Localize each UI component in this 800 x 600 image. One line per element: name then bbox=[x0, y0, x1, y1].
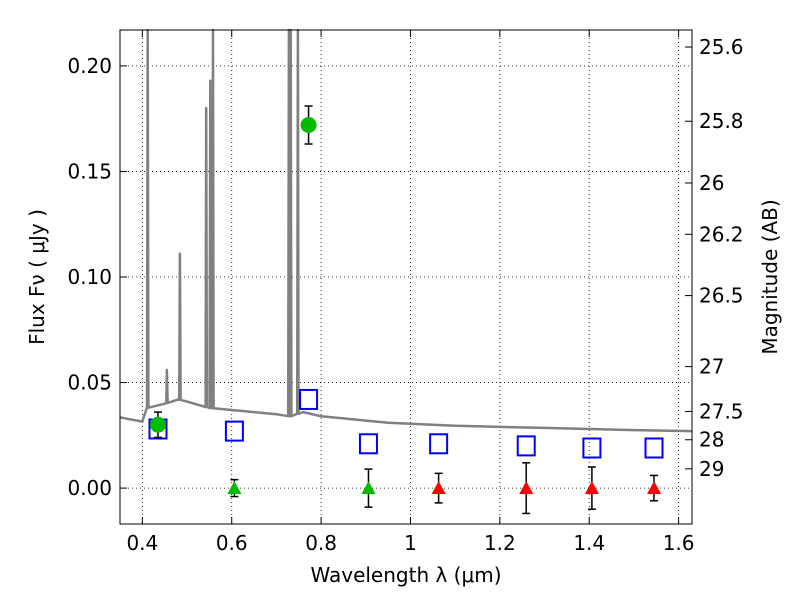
x-axis-label: Wavelength λ (μm) bbox=[310, 563, 501, 587]
grid-lines bbox=[120, 30, 692, 524]
y-tick-label: 0.20 bbox=[67, 54, 112, 78]
axis-ticks bbox=[120, 30, 692, 524]
x-tick-label: 1.2 bbox=[484, 531, 516, 555]
y-tick-label: 0.15 bbox=[67, 159, 112, 183]
magnitude-tick-label: 27 bbox=[699, 355, 724, 379]
right-y-axis-label: Magnitude (AB) bbox=[758, 199, 782, 354]
detection-layer bbox=[149, 105, 317, 439]
upper-limit-triangle bbox=[584, 481, 599, 495]
x-tick-label: 0.8 bbox=[305, 531, 337, 555]
model-photometry-square bbox=[644, 437, 664, 459]
upper-limit-layer bbox=[227, 462, 662, 515]
detection-point bbox=[300, 117, 317, 133]
y-tick-label: 0.05 bbox=[67, 371, 112, 395]
magnitude-tick-labels: 25.6 25.8 26 26.2 26.5 27 27.5 28 29 bbox=[699, 35, 744, 481]
magnitude-tick-label: 26.5 bbox=[699, 284, 744, 308]
model-photometry-square bbox=[299, 388, 319, 410]
upper-limit-triangle bbox=[361, 481, 376, 495]
detection-point bbox=[149, 416, 166, 433]
upper-limit-triangle bbox=[519, 481, 534, 495]
x-tick-label: 1.6 bbox=[663, 531, 695, 555]
upper-limit-triangle bbox=[647, 481, 662, 495]
magnitude-tick-label: 26.2 bbox=[699, 222, 744, 246]
magnitude-tick-label: 29 bbox=[699, 457, 724, 481]
model-photometry-square bbox=[358, 433, 378, 455]
model-photometry-layer bbox=[148, 388, 664, 459]
x-tick-labels: 0.4 0.6 0.8 1 1.2 1.4 1.6 bbox=[126, 531, 694, 555]
y-tick-labels: 0.00 0.05 0.10 0.15 0.20 bbox=[67, 54, 112, 500]
model-photometry-square bbox=[582, 437, 602, 459]
x-tick-label: 0.6 bbox=[216, 531, 248, 555]
magnitude-tick-label: 25.6 bbox=[699, 35, 744, 59]
upper-limit-triangle bbox=[431, 481, 446, 495]
model-spectrum-layer bbox=[119, 28, 693, 433]
x-tick-label: 0.4 bbox=[126, 531, 158, 555]
magnitude-tick-label: 28 bbox=[699, 428, 724, 452]
magnitude-tick-label: 27.5 bbox=[699, 399, 744, 423]
upper-limit-triangle bbox=[227, 481, 242, 495]
magnitude-tick-label: 25.8 bbox=[699, 109, 744, 133]
y-tick-label: 0.00 bbox=[67, 476, 112, 500]
x-tick-label: 1.4 bbox=[573, 531, 605, 555]
y-tick-label: 0.10 bbox=[67, 265, 112, 289]
model-photometry-square bbox=[224, 420, 244, 442]
model-spectrum-line bbox=[119, 28, 693, 433]
magnitude-tick-label: 26 bbox=[699, 171, 724, 195]
x-tick-label: 1 bbox=[404, 531, 417, 555]
model-photometry-square bbox=[516, 435, 536, 457]
y-axis-label: Flux Fν ( μJy ) bbox=[25, 209, 49, 345]
model-photometry-square bbox=[429, 433, 449, 455]
